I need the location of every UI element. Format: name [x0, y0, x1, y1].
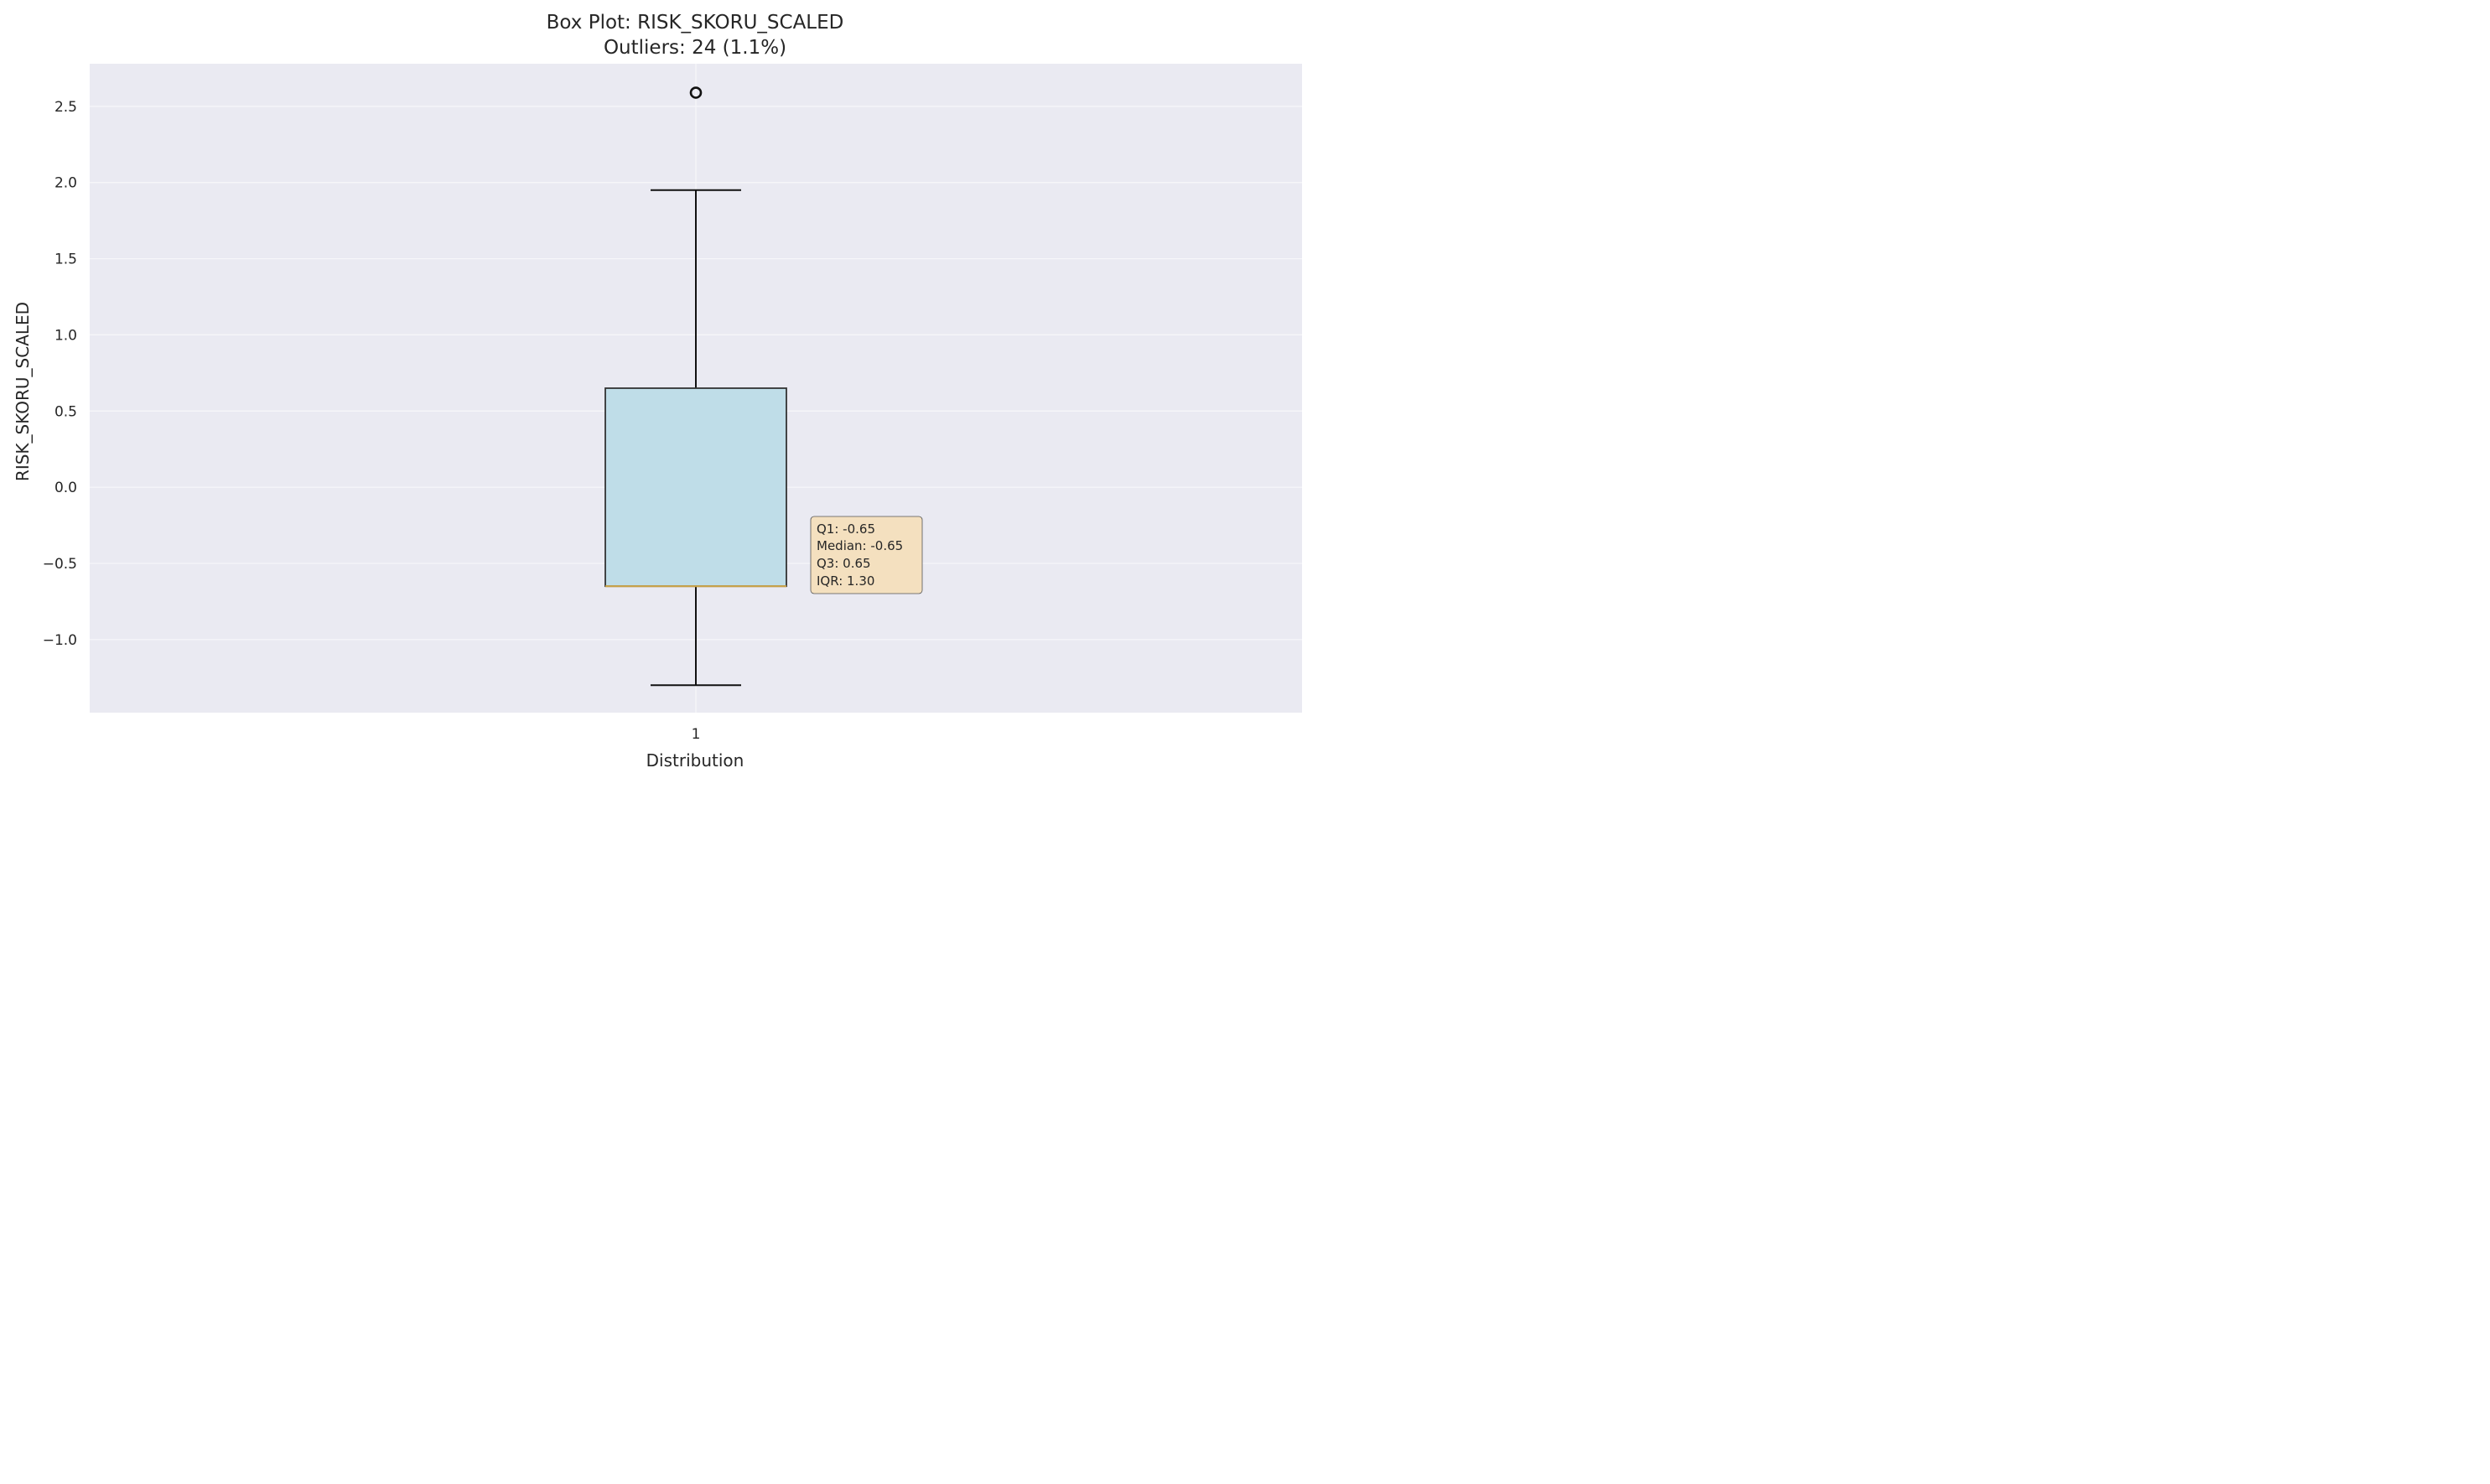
y-tick-labels: −1.0 −0.5 0.0 0.5 1.0 1.5 2.0 2.5 — [43, 99, 77, 649]
x-axis-label: Distribution — [646, 750, 744, 771]
box-elements — [604, 86, 787, 687]
stats-annotation: Q1: -0.65 Median: -0.65 Q3: 0.65 IQR: 1.… — [810, 516, 923, 594]
x-tick-labels: 1 — [692, 726, 701, 743]
y-tick-label: 1.5 — [54, 252, 77, 268]
annotation-q3: Q3: 0.65 — [817, 556, 871, 571]
y-axis-label: RISK_SKORU_SCALED — [13, 302, 33, 481]
annotation-box — [810, 516, 923, 594]
y-tick-label: 2.0 — [54, 175, 77, 192]
y-tick-label: 0.0 — [54, 480, 77, 496]
y-tick-label: −0.5 — [43, 556, 77, 573]
chart-subtitle: Outliers: 24 (1.1%) — [604, 37, 786, 59]
annotation-iqr: IQR: 1.30 — [817, 573, 874, 589]
y-tick-label: 0.5 — [54, 403, 77, 420]
iqr-box — [604, 387, 787, 588]
annotation-median: Median: -0.65 — [817, 538, 903, 553]
annotation-q1: Q1: -0.65 — [817, 521, 875, 537]
outlier-point — [689, 86, 703, 99]
y-tick-label: 2.5 — [54, 99, 77, 116]
y-tick-label: 1.0 — [54, 327, 77, 344]
chart-title: Box Plot: RISK_SKORU_SCALED — [547, 12, 844, 34]
box-plot-chart: −1.0 −0.5 0.0 0.5 1.0 1.5 2.0 2.5 1 Box Plot: R… — [13, 12, 1302, 771]
y-tick-label: −1.0 — [43, 632, 77, 649]
x-tick-label: 1 — [692, 726, 701, 743]
